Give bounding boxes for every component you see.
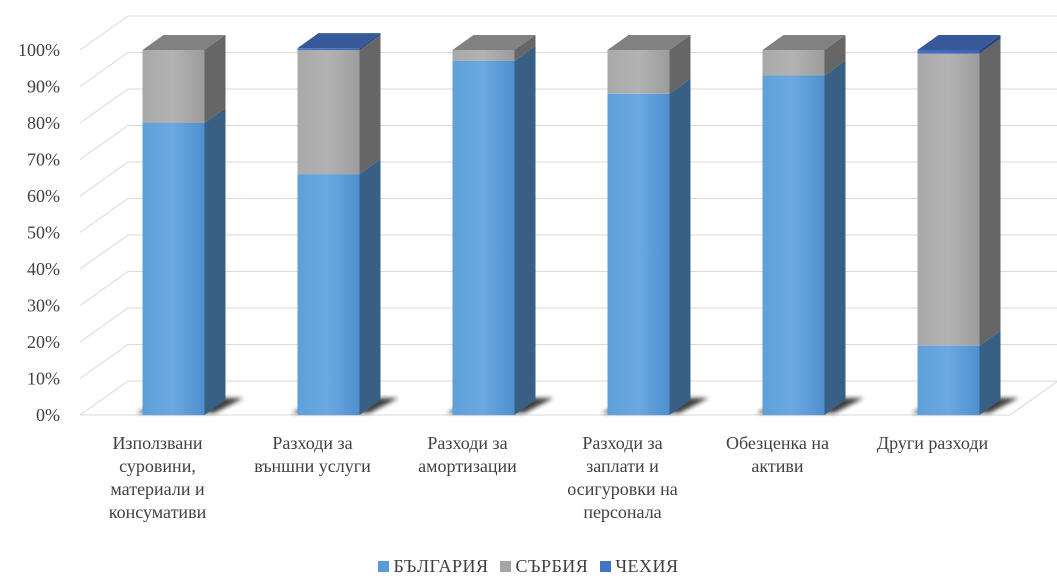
bar-side-0-2 bbox=[514, 45, 536, 415]
legend-swatch bbox=[500, 561, 512, 572]
x-tick-label: Разходи за bbox=[427, 433, 507, 453]
gridline bbox=[79, 125, 1057, 160]
x-tick-label: Разходи за bbox=[582, 433, 662, 453]
gridline bbox=[79, 344, 1057, 379]
x-tick-label: амортизации bbox=[418, 456, 517, 476]
gridlines bbox=[79, 15, 1057, 416]
bar-side-1-2 bbox=[514, 35, 536, 61]
legend-swatch bbox=[600, 561, 612, 572]
bar-2-5 bbox=[917, 50, 980, 54]
legend-item: СЪРБИЯ bbox=[500, 556, 588, 577]
bar-top-3 bbox=[607, 35, 691, 50]
bar-0-5 bbox=[917, 345, 980, 415]
legend-item: ЧЕХИЯ bbox=[600, 556, 678, 577]
bar-1-2 bbox=[452, 50, 515, 61]
bar-side-1-3 bbox=[669, 35, 691, 94]
x-tick-label: Използвани bbox=[112, 433, 202, 453]
bar-side-1-5 bbox=[979, 38, 1001, 346]
bar-0-3 bbox=[607, 93, 670, 416]
legend-label: СЪРБИЯ bbox=[515, 556, 589, 576]
y-axis-tick-labels: 0% 10% 20% 30% 40% 50% 60% 70% 80% 90% 100% bbox=[18, 40, 60, 425]
bar-1-3 bbox=[607, 50, 670, 94]
y-tick-label: 90% bbox=[27, 77, 60, 97]
bar-side-2-5 bbox=[979, 35, 1001, 54]
bar-side-0-0 bbox=[204, 108, 226, 415]
bar-top-1 bbox=[297, 33, 381, 49]
bar-0-1 bbox=[297, 174, 360, 415]
gridline bbox=[79, 161, 1057, 197]
bar-side-0-3 bbox=[669, 78, 691, 416]
bar-side-1-0 bbox=[204, 35, 226, 123]
bar-top-4 bbox=[762, 35, 846, 50]
gridline bbox=[79, 15, 1057, 51]
x-tick-label: активи bbox=[751, 456, 803, 476]
bar-side-0-1 bbox=[359, 159, 381, 415]
bar-2-1 bbox=[297, 48, 360, 50]
legend-label: БЪЛГАРИЯ bbox=[393, 556, 489, 576]
bar-0-0 bbox=[142, 123, 205, 415]
gridline bbox=[79, 307, 1057, 343]
x-tick-label: суровини, bbox=[119, 456, 196, 476]
legend-label: ЧЕХИЯ bbox=[615, 556, 679, 576]
y-tick-label: 80% bbox=[27, 113, 60, 133]
legend: БЪЛГАРИЯ СЪРБИЯ ЧЕХИЯ bbox=[0, 556, 1057, 577]
bar-side-0-5 bbox=[979, 330, 1001, 415]
bar-0-2 bbox=[452, 60, 515, 415]
gridline bbox=[79, 271, 1057, 306]
bar-0-4 bbox=[762, 75, 825, 416]
bar-1-4 bbox=[762, 50, 825, 76]
y-tick-label: 30% bbox=[27, 296, 60, 316]
x-tick-label: заплати и bbox=[586, 456, 659, 476]
x-tick-label: материали и bbox=[110, 479, 205, 499]
bar-side-2-1 bbox=[359, 33, 381, 50]
bar-side-1-4 bbox=[824, 35, 846, 76]
bar-top-2 bbox=[452, 35, 536, 50]
y-tick-label: 50% bbox=[27, 223, 60, 243]
gridline bbox=[79, 52, 1057, 87]
y-tick-label: 20% bbox=[27, 332, 60, 352]
x-tick-label: Разходи за bbox=[272, 433, 352, 453]
y-tick-label: 10% bbox=[27, 369, 60, 389]
bar-1-5 bbox=[917, 53, 980, 346]
x-tick-label: Обезценка на bbox=[726, 433, 829, 453]
bar-shadows bbox=[136, 398, 1019, 413]
floor-right-edge bbox=[1009, 381, 1057, 416]
x-tick-label: осигуровки на bbox=[567, 479, 677, 499]
bar-top-5 bbox=[917, 35, 1001, 50]
bar-side-0-4 bbox=[824, 60, 846, 416]
x-tick-label: Други разходи bbox=[877, 433, 989, 453]
x-axis-category-labels: Използвани суровини, материали и консуматив… bbox=[109, 433, 989, 522]
bar-side-1-1 bbox=[359, 35, 381, 175]
y-tick-label: 60% bbox=[27, 186, 60, 206]
gridline bbox=[79, 380, 1057, 416]
bars bbox=[142, 33, 1001, 416]
bar-1-0 bbox=[142, 50, 205, 123]
x-tick-label: персонала bbox=[583, 502, 661, 522]
gridline bbox=[79, 88, 1057, 124]
bar-1-1 bbox=[297, 50, 360, 175]
gridline bbox=[79, 234, 1057, 270]
bar-top-0 bbox=[142, 35, 226, 50]
x-tick-label: консумативи bbox=[109, 502, 207, 522]
y-tick-label: 0% bbox=[36, 405, 60, 425]
y-tick-label: 100% bbox=[18, 40, 60, 60]
legend-item: БЪЛГАРИЯ bbox=[378, 556, 488, 577]
gridline bbox=[79, 198, 1057, 233]
y-tick-label: 40% bbox=[27, 259, 60, 279]
x-tick-label: външни услуги bbox=[254, 456, 371, 476]
legend-swatch bbox=[378, 561, 390, 572]
y-tick-label: 70% bbox=[27, 150, 60, 170]
